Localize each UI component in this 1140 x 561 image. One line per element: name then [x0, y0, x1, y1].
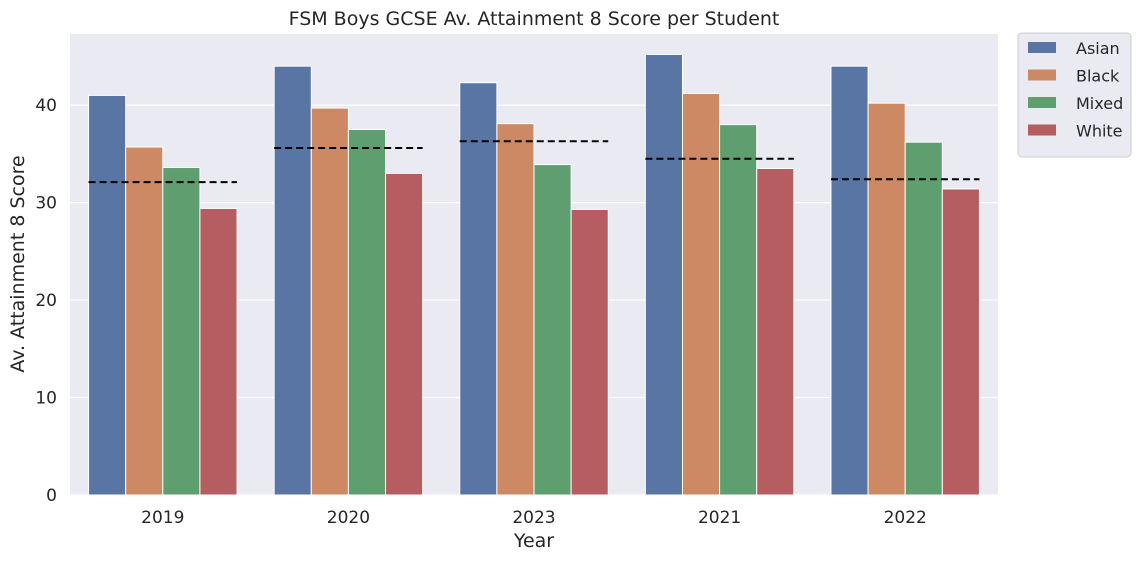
legend-label-white: White: [1076, 122, 1123, 141]
bar-white-2020: [385, 172, 424, 496]
bar-asian-2019: [88, 94, 127, 496]
legend-swatch-asian: [1028, 42, 1056, 53]
x-tick-labels: 2019 2020 2023 2021 2022: [141, 508, 927, 528]
legend-label-black: Black: [1076, 67, 1120, 86]
x-axis-label: Year: [513, 530, 554, 552]
bar-asian-2021: [644, 53, 683, 496]
legend-swatch-white: [1028, 124, 1056, 136]
reference-lines: [88, 140, 980, 184]
bar-white-2023: [570, 208, 609, 496]
y-tick-label: 10: [35, 389, 57, 409]
x-tick-label: 2022: [884, 508, 927, 528]
bars: [88, 53, 980, 496]
x-tick-label: 2019: [141, 508, 184, 528]
y-tick-label: 30: [35, 194, 57, 214]
y-tick-labels: 0 10 20 30 40: [35, 96, 57, 506]
x-tick-label: 2021: [698, 508, 741, 528]
x-tick-label: 2020: [327, 508, 370, 528]
bar-mixed-2019: [162, 167, 201, 496]
chart-title: FSM Boys GCSE Av. Attainment 8 Score per…: [289, 8, 780, 30]
bar-mixed-2020: [347, 129, 387, 496]
bar-asian-2020: [273, 65, 312, 496]
bar-black-2019: [125, 146, 164, 496]
bar-black-2021: [681, 92, 721, 496]
bar-mixed-2022: [904, 141, 943, 496]
bar-mixed-2023: [533, 164, 572, 496]
y-tick-label: 0: [46, 486, 57, 506]
legend-label-mixed: Mixed: [1076, 94, 1123, 113]
bar-asian-2022: [830, 65, 869, 496]
legend-swatch-black: [1028, 69, 1056, 81]
bar-white-2022: [941, 188, 980, 496]
legend: Asian Black Mixed White: [1017, 32, 1132, 158]
y-axis-label: Av. Attainment 8 Score: [7, 155, 29, 372]
x-tick-label: 2023: [512, 508, 555, 528]
bar-mixed-2021: [719, 124, 758, 496]
bar-asian-2023: [459, 82, 498, 496]
bar-black-2020: [310, 107, 349, 496]
bar-white-2021: [756, 167, 795, 496]
y-tick-label: 20: [35, 291, 57, 311]
y-tick-label: 40: [35, 96, 57, 116]
legend-swatch-mixed: [1028, 97, 1056, 108]
bar-black-2022: [867, 102, 906, 496]
legend-label-asian: Asian: [1076, 39, 1120, 58]
bar-white-2019: [199, 207, 238, 496]
bar-black-2023: [496, 123, 535, 496]
